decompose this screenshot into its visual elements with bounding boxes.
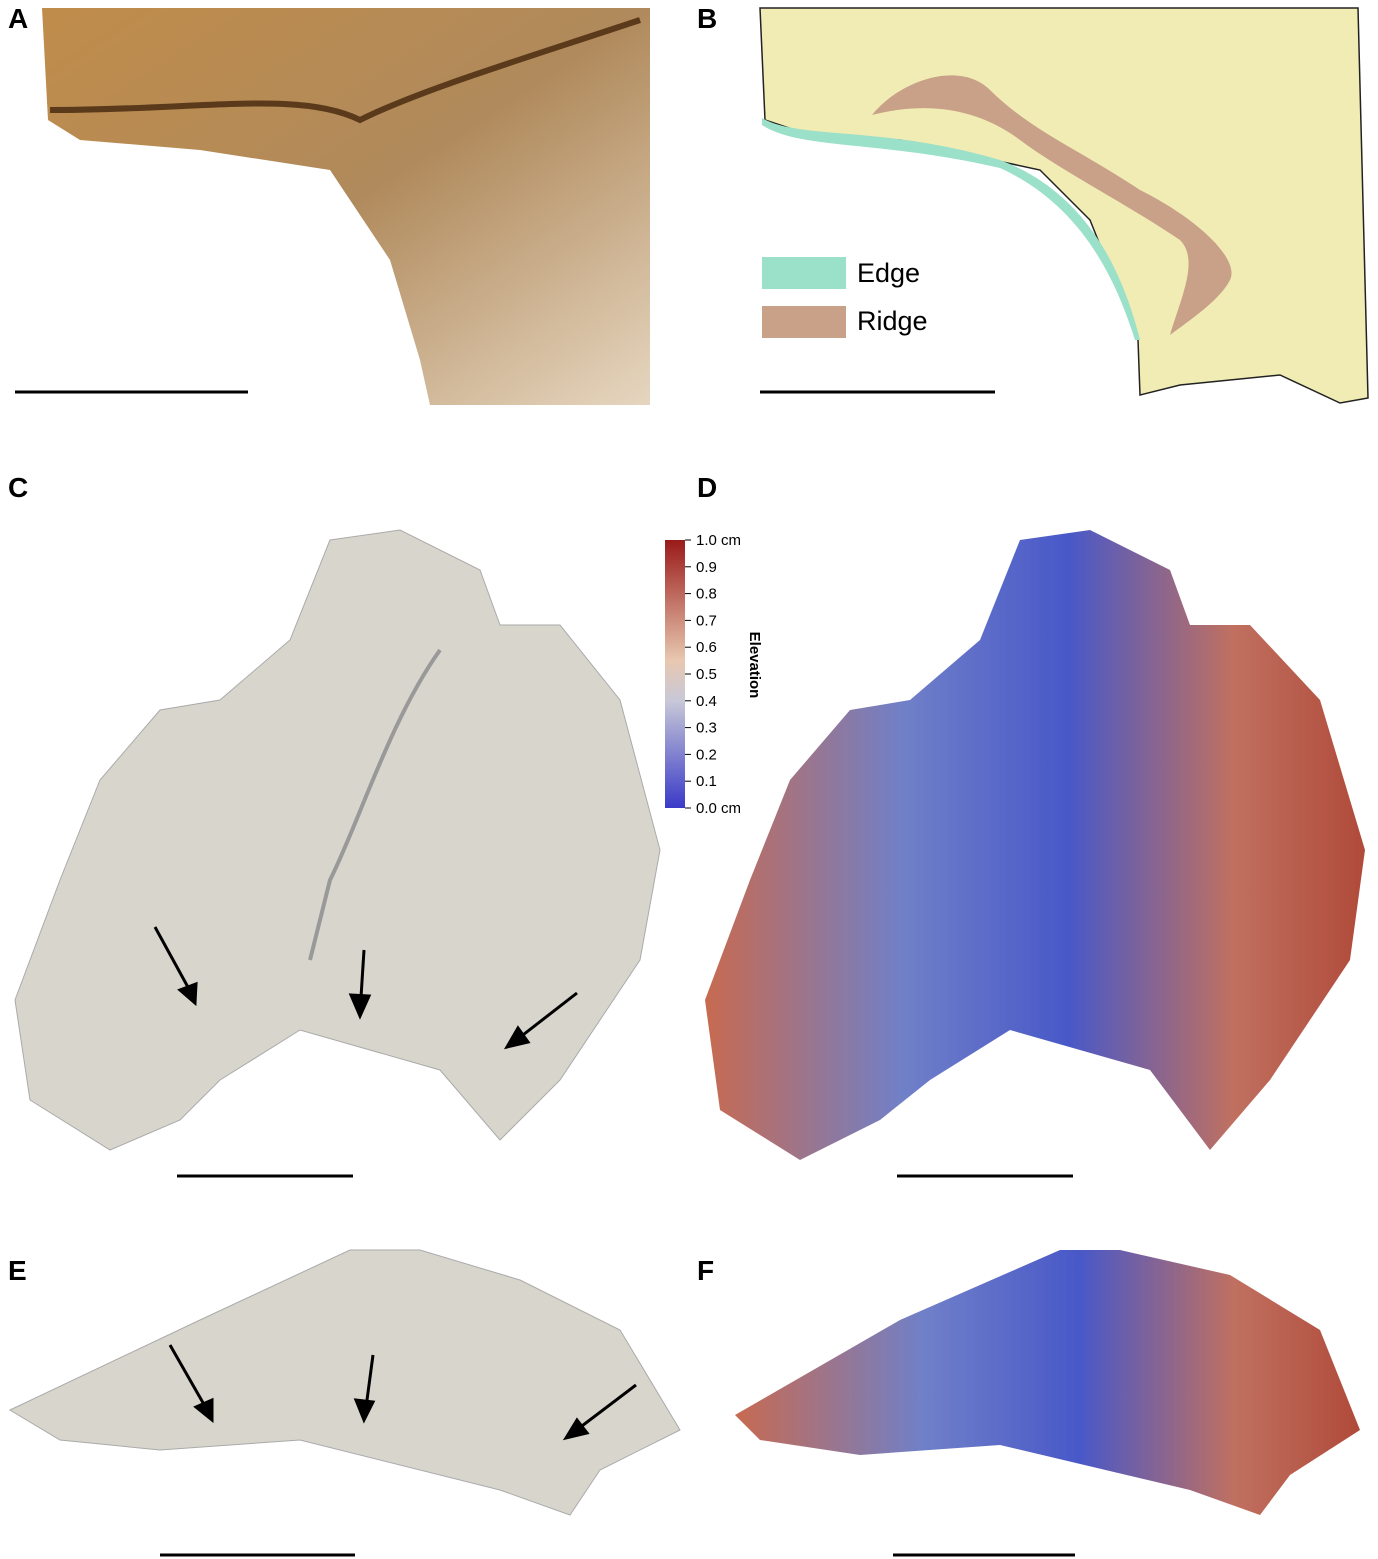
colorbar-label: 0.6 — [696, 639, 717, 656]
panel-label: B — [697, 3, 717, 34]
colorbar-label: 0.0 cm — [696, 800, 741, 817]
colorbar-label: 0.4 — [696, 693, 717, 710]
elevation-map — [705, 530, 1365, 1160]
colorbar-label: 0.8 — [696, 586, 717, 603]
colorbar-title: Elevation — [746, 632, 763, 699]
colorbar-label: 0.3 — [696, 720, 717, 737]
legend-label: Edge — [857, 258, 920, 288]
legend-label: Ridge — [857, 306, 928, 336]
photo — [42, 8, 650, 405]
colorbar-label: 0.2 — [696, 746, 717, 763]
elevation-map — [735, 1250, 1360, 1515]
colorbar-label: 0.1 — [696, 773, 717, 790]
legend-swatch — [762, 306, 846, 338]
panel-label: F — [697, 1255, 714, 1286]
specimen-scan — [10, 1250, 680, 1515]
figure: A B Edge Ridge C 1.0 cm 0.9 0.8 0.7 0.6 0.5 0.… — [0, 0, 1378, 1559]
panel-label: A — [8, 3, 28, 34]
panel-label: E — [8, 1255, 27, 1286]
legend-swatch — [762, 257, 846, 289]
specimen-scan — [15, 530, 660, 1150]
panel-label: D — [697, 472, 717, 503]
panel-label: C — [8, 472, 28, 503]
colorbar-label: 0.9 — [696, 559, 717, 576]
colorbar-label: 0.7 — [696, 612, 717, 629]
colorbar-label: 0.5 — [696, 666, 717, 683]
colorbar — [665, 540, 685, 808]
colorbar-label: 1.0 cm — [696, 532, 741, 549]
